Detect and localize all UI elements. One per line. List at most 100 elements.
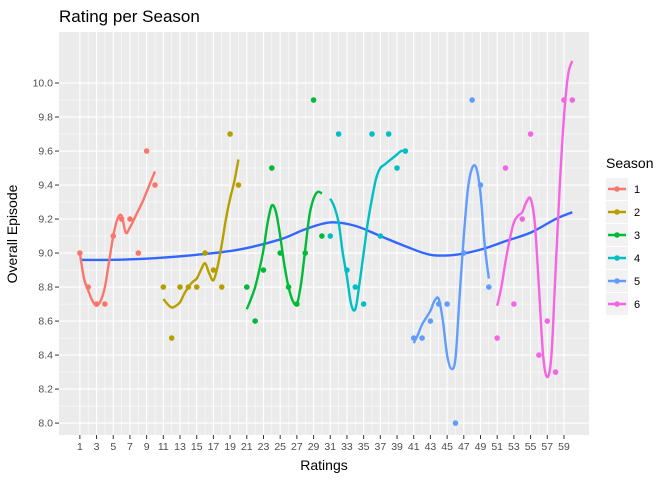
season-5-smooth-line bbox=[412, 163, 491, 371]
season-2-smooth-line bbox=[162, 159, 240, 309]
season-3-point bbox=[319, 233, 325, 239]
season-5-point bbox=[444, 301, 450, 307]
x-tick-label: 17 bbox=[208, 441, 220, 453]
season-3-point bbox=[243, 284, 250, 290]
season-3-point bbox=[260, 267, 267, 273]
y-tick-label: 9.2 bbox=[38, 214, 53, 226]
season-2-point bbox=[235, 182, 242, 188]
legend-label: 5 bbox=[634, 276, 640, 288]
legend-item-season-6: 6 bbox=[606, 293, 640, 315]
legend-label: 6 bbox=[634, 299, 640, 311]
x-tick-label: 19 bbox=[224, 441, 236, 453]
season-6-point bbox=[552, 369, 559, 375]
y-tick-label: 8.8 bbox=[38, 282, 53, 294]
legend-item-season-2: 2 bbox=[606, 201, 640, 223]
season-6-point bbox=[544, 318, 551, 324]
x-tick-label: 57 bbox=[541, 441, 553, 453]
x-tick-label: 53 bbox=[508, 441, 520, 453]
season-2-point bbox=[227, 131, 233, 137]
season-1-point bbox=[102, 301, 108, 307]
x-tick-label: 35 bbox=[358, 441, 370, 453]
y-tick-label: 9.6 bbox=[38, 146, 53, 158]
x-tick-label: 47 bbox=[458, 441, 470, 453]
y-tick-label: 8.4 bbox=[38, 350, 53, 362]
season-1-point bbox=[152, 182, 158, 188]
legend-label: 2 bbox=[634, 207, 640, 219]
x-tick-label: 43 bbox=[425, 441, 437, 453]
season-1-series bbox=[77, 148, 158, 307]
legend-key-point bbox=[614, 186, 620, 192]
season-5-point bbox=[469, 97, 475, 103]
chart-title: Rating per Season bbox=[59, 7, 200, 26]
season-6-point bbox=[494, 335, 500, 341]
y-tick-label: 9.4 bbox=[38, 180, 53, 192]
season-2-point bbox=[218, 284, 225, 290]
x-tick-label: 51 bbox=[491, 441, 503, 453]
x-tick-label: 55 bbox=[525, 441, 537, 453]
x-tick-label: 13 bbox=[174, 441, 186, 453]
legend-label: 4 bbox=[634, 253, 640, 265]
y-tick-label: 8.6 bbox=[38, 316, 53, 328]
x-tick-label: 5 bbox=[110, 441, 116, 453]
season-1-point bbox=[143, 148, 150, 154]
x-axis: 1 3 5 7 9 11 13 15 17 19 21 23 25 27 29 31 33 35 37 39 41 43 4… bbox=[77, 435, 570, 453]
legend-key-point bbox=[614, 232, 620, 238]
season-5-point bbox=[427, 318, 434, 324]
legend-key-point bbox=[614, 255, 620, 261]
season-6-point bbox=[569, 97, 576, 103]
season-2-point bbox=[202, 250, 208, 256]
x-tick-label: 15 bbox=[191, 441, 203, 453]
x-tick-label: 1 bbox=[77, 441, 83, 453]
x-tick-label: 9 bbox=[144, 441, 150, 453]
x-tick-label: 7 bbox=[127, 441, 133, 453]
season-6-point bbox=[502, 165, 509, 171]
y-tick-label: 9.8 bbox=[38, 112, 53, 124]
legend-item-season-4: 4 bbox=[606, 247, 640, 269]
x-tick-label: 59 bbox=[558, 441, 570, 453]
season-6-point bbox=[519, 216, 526, 222]
season-2-point bbox=[177, 284, 183, 290]
season-3-series bbox=[243, 97, 325, 324]
legend-item-season-3: 3 bbox=[606, 224, 640, 246]
x-tick-label: 45 bbox=[441, 441, 453, 453]
season-3-point bbox=[252, 318, 258, 324]
x-tick-label: 27 bbox=[291, 441, 303, 453]
season-4-point bbox=[360, 301, 367, 307]
y-tick-label: 8.2 bbox=[38, 384, 53, 396]
x-tick-label: 11 bbox=[158, 441, 169, 453]
season-5-point bbox=[419, 335, 425, 341]
season-3-smooth-line bbox=[245, 190, 323, 310]
x-tick-label: 25 bbox=[274, 441, 286, 453]
season-2-point bbox=[210, 267, 217, 273]
y-tick-label: 8.0 bbox=[38, 418, 53, 430]
season-4-point bbox=[385, 131, 392, 137]
legend-item-season-1: 1 bbox=[606, 178, 640, 200]
season-1-point bbox=[135, 250, 142, 256]
season-5-point bbox=[486, 284, 492, 290]
x-tick-label: 23 bbox=[258, 441, 270, 453]
season-3-point bbox=[269, 165, 275, 171]
season-4-point bbox=[377, 233, 384, 239]
season-2-point bbox=[168, 335, 175, 341]
season-4-point bbox=[335, 131, 342, 137]
plot-panel bbox=[59, 32, 589, 435]
x-tick-label: 3 bbox=[94, 441, 100, 453]
x-tick-label: 39 bbox=[391, 441, 403, 453]
season-6-point bbox=[527, 131, 534, 137]
season-4-point bbox=[394, 165, 400, 171]
legend-key-point bbox=[614, 301, 620, 307]
x-tick-label: 21 bbox=[241, 441, 253, 453]
season-4-series bbox=[327, 131, 409, 312]
legend: Season 1 2 3 4 5 6 bbox=[606, 155, 653, 315]
season-3-point bbox=[310, 97, 317, 103]
legend-key-point bbox=[614, 278, 620, 284]
y-tick-label: 10.0 bbox=[33, 78, 54, 90]
legend-label: 3 bbox=[634, 230, 640, 242]
season-4-point bbox=[369, 131, 375, 137]
season-6-point bbox=[536, 352, 542, 358]
season-2-point bbox=[193, 284, 200, 290]
legend-key-point bbox=[614, 209, 620, 215]
y-axis: 8.0 8.2 8.4 8.6 8.8 9.0 9.2 9.4 9.6 9.8 10.0 bbox=[33, 78, 59, 430]
x-tick-label: 29 bbox=[308, 441, 320, 453]
